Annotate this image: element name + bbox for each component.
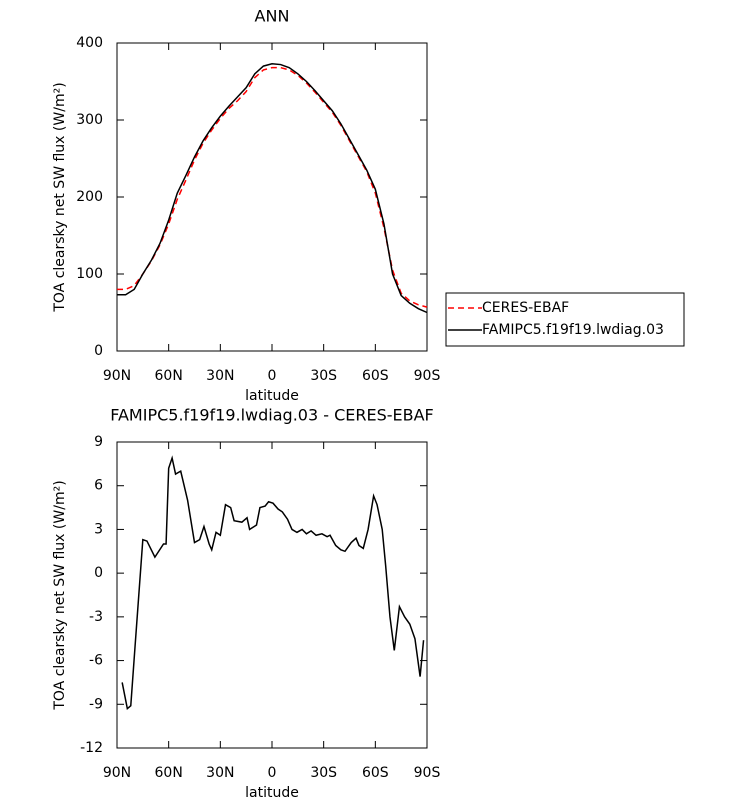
y-tick-label: 9	[94, 434, 103, 450]
y-tick-label: 300	[76, 112, 103, 128]
y-tick-label: 6	[94, 478, 103, 494]
x-tick-label: 0	[268, 368, 277, 384]
data-line	[117, 63, 428, 314]
legend-box	[445, 292, 685, 347]
chart-title: FAMIPC5.f19f19.lwdiag.03 - CERES-EBAF	[110, 406, 434, 425]
x-tick-label: 60S	[362, 368, 389, 384]
legend-label: FAMIPC5.f19f19.lwdiag.03	[482, 322, 664, 338]
x-tick-label: 90N	[103, 765, 131, 781]
y-tick-label: 100	[76, 266, 103, 282]
x-tick-label: 90S	[414, 765, 441, 781]
x-tick-label: 90N	[103, 368, 131, 384]
y-tick-label: 400	[76, 35, 103, 51]
plot-frame	[116, 42, 428, 352]
x-tick-label: 90S	[414, 368, 441, 384]
y-axis-label: TOA clearsky net SW flux (W/m²)	[52, 480, 68, 710]
y-tick-label: -3	[89, 609, 103, 625]
x-axis-label: latitude	[245, 785, 299, 801]
x-tick-label: 60N	[155, 765, 183, 781]
y-tick-label: -9	[89, 696, 103, 712]
y-tick-label: 0	[94, 565, 103, 581]
x-tick-label: 30S	[310, 368, 337, 384]
y-tick-label: 0	[94, 343, 103, 359]
x-tick-label: 30S	[310, 765, 337, 781]
data-line	[121, 455, 425, 711]
chart-title: ANN	[255, 7, 290, 26]
y-tick-label: 3	[94, 521, 103, 537]
y-tick-label: -6	[89, 653, 103, 669]
legend-label: CERES-EBAF	[482, 300, 569, 316]
plot-frame	[116, 441, 428, 749]
y-tick-label: 200	[76, 189, 103, 205]
x-tick-label: 30N	[206, 368, 234, 384]
x-tick-label: 60S	[362, 765, 389, 781]
y-axis-label: TOA clearsky net SW flux (W/m²)	[52, 82, 68, 312]
data-line	[117, 66, 428, 308]
x-tick-label: 30N	[206, 765, 234, 781]
x-tick-label: 60N	[155, 368, 183, 384]
x-axis-label: latitude	[245, 388, 299, 404]
y-tick-label: -12	[80, 740, 103, 756]
x-tick-label: 0	[268, 765, 277, 781]
